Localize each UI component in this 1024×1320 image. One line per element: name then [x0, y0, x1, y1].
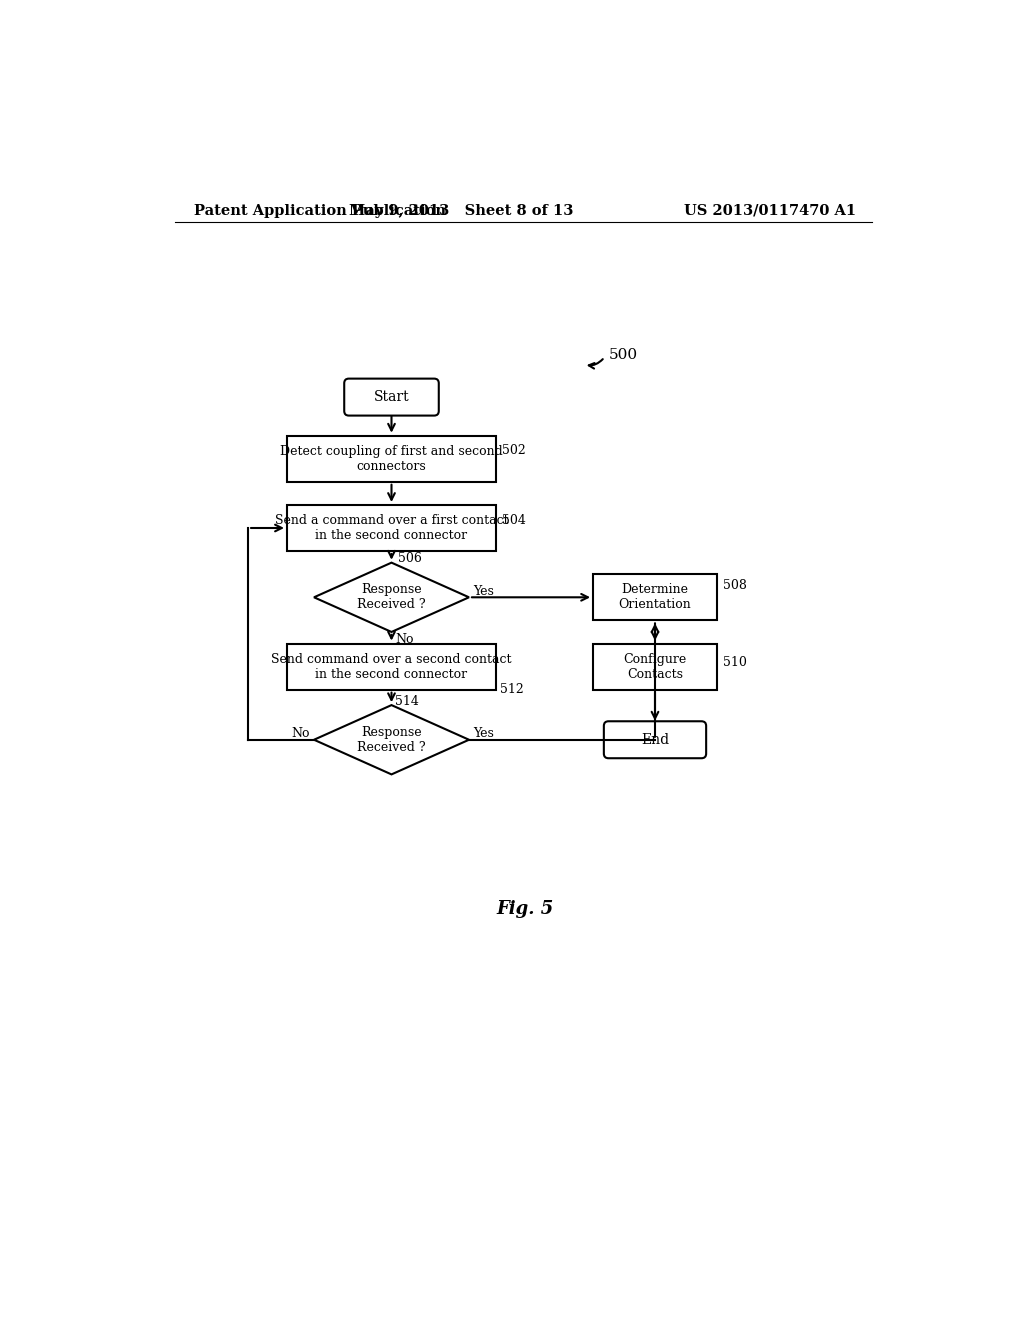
- Text: US 2013/0117470 A1: US 2013/0117470 A1: [684, 203, 856, 218]
- Text: 506: 506: [397, 552, 422, 565]
- Text: Configure
Contacts: Configure Contacts: [624, 652, 687, 681]
- Text: Yes: Yes: [473, 727, 494, 741]
- Text: End: End: [641, 733, 669, 747]
- Polygon shape: [314, 562, 469, 632]
- Text: May 9, 2013   Sheet 8 of 13: May 9, 2013 Sheet 8 of 13: [349, 203, 573, 218]
- Text: Fig. 5: Fig. 5: [497, 900, 553, 919]
- Polygon shape: [314, 705, 469, 775]
- Bar: [593, 574, 717, 620]
- FancyBboxPatch shape: [604, 721, 707, 758]
- Bar: [287, 436, 496, 482]
- Text: Patent Application Publication: Patent Application Publication: [194, 203, 445, 218]
- Text: 500: 500: [608, 347, 638, 362]
- Text: Determine
Orientation: Determine Orientation: [618, 583, 691, 611]
- Text: No: No: [395, 634, 414, 647]
- Text: 510: 510: [723, 656, 748, 669]
- Text: Yes: Yes: [473, 585, 494, 598]
- Text: 512: 512: [500, 684, 523, 696]
- Bar: [287, 506, 496, 552]
- Text: Detect coupling of first and second
connectors: Detect coupling of first and second conn…: [281, 445, 503, 473]
- Text: 504: 504: [503, 513, 526, 527]
- FancyBboxPatch shape: [344, 379, 438, 416]
- Text: 508: 508: [723, 579, 748, 593]
- Text: Response
Received ?: Response Received ?: [357, 583, 426, 611]
- Bar: [593, 644, 717, 689]
- Text: 514: 514: [395, 694, 419, 708]
- Text: No: No: [292, 727, 310, 741]
- Bar: [287, 644, 496, 689]
- Text: 502: 502: [503, 445, 526, 458]
- Text: Response
Received ?: Response Received ?: [357, 726, 426, 754]
- Text: Send a command over a first contact
in the second connector: Send a command over a first contact in t…: [274, 513, 508, 543]
- Text: Start: Start: [374, 391, 410, 404]
- Text: Send command over a second contact
in the second connector: Send command over a second contact in th…: [271, 652, 512, 681]
